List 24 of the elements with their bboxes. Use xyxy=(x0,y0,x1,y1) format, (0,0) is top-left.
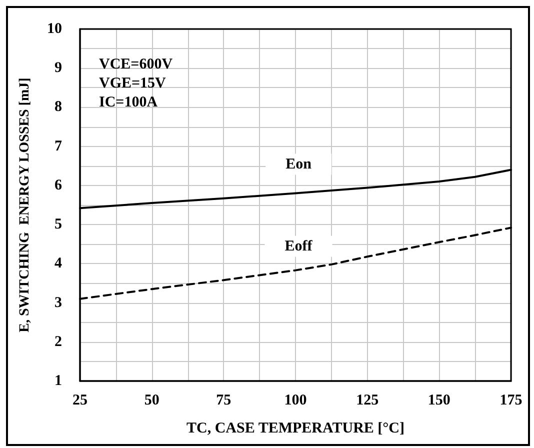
x-tick-label: 50 xyxy=(144,392,160,408)
x-tick-label: 125 xyxy=(356,392,379,408)
x-tick-label: 175 xyxy=(500,392,522,408)
y-tick-label: 7 xyxy=(54,138,62,154)
x-tick-label: 150 xyxy=(428,392,450,408)
y-tick-label: 2 xyxy=(54,334,62,350)
annotation: IC=100A xyxy=(99,94,158,110)
series-label: Eoff xyxy=(284,238,314,254)
y-tick-label: 4 xyxy=(54,256,62,272)
x-tick-label: 25 xyxy=(72,392,88,408)
series-label: Eon xyxy=(286,156,312,172)
y-tick-label: 6 xyxy=(54,177,62,194)
x-tick-label: 100 xyxy=(284,392,307,408)
annotation: VCE=600V xyxy=(99,56,173,72)
y-tick-label: 5 xyxy=(54,216,62,233)
y-tick-label: 3 xyxy=(54,294,62,311)
x-tick-label: 75 xyxy=(216,392,232,408)
annotation: VGE=15V xyxy=(99,76,166,92)
y-tick-label: 10 xyxy=(47,21,62,37)
y-axis-title: E, SWITCHING ENERGY LOSSES [mJ] xyxy=(18,78,32,332)
y-tick-label: 8 xyxy=(54,99,62,116)
x-axis-title: TC, CASE TEMPERATURE [°C] xyxy=(186,420,404,436)
y-tick-label: 9 xyxy=(54,60,62,76)
y-tick-label: 1 xyxy=(54,373,62,389)
